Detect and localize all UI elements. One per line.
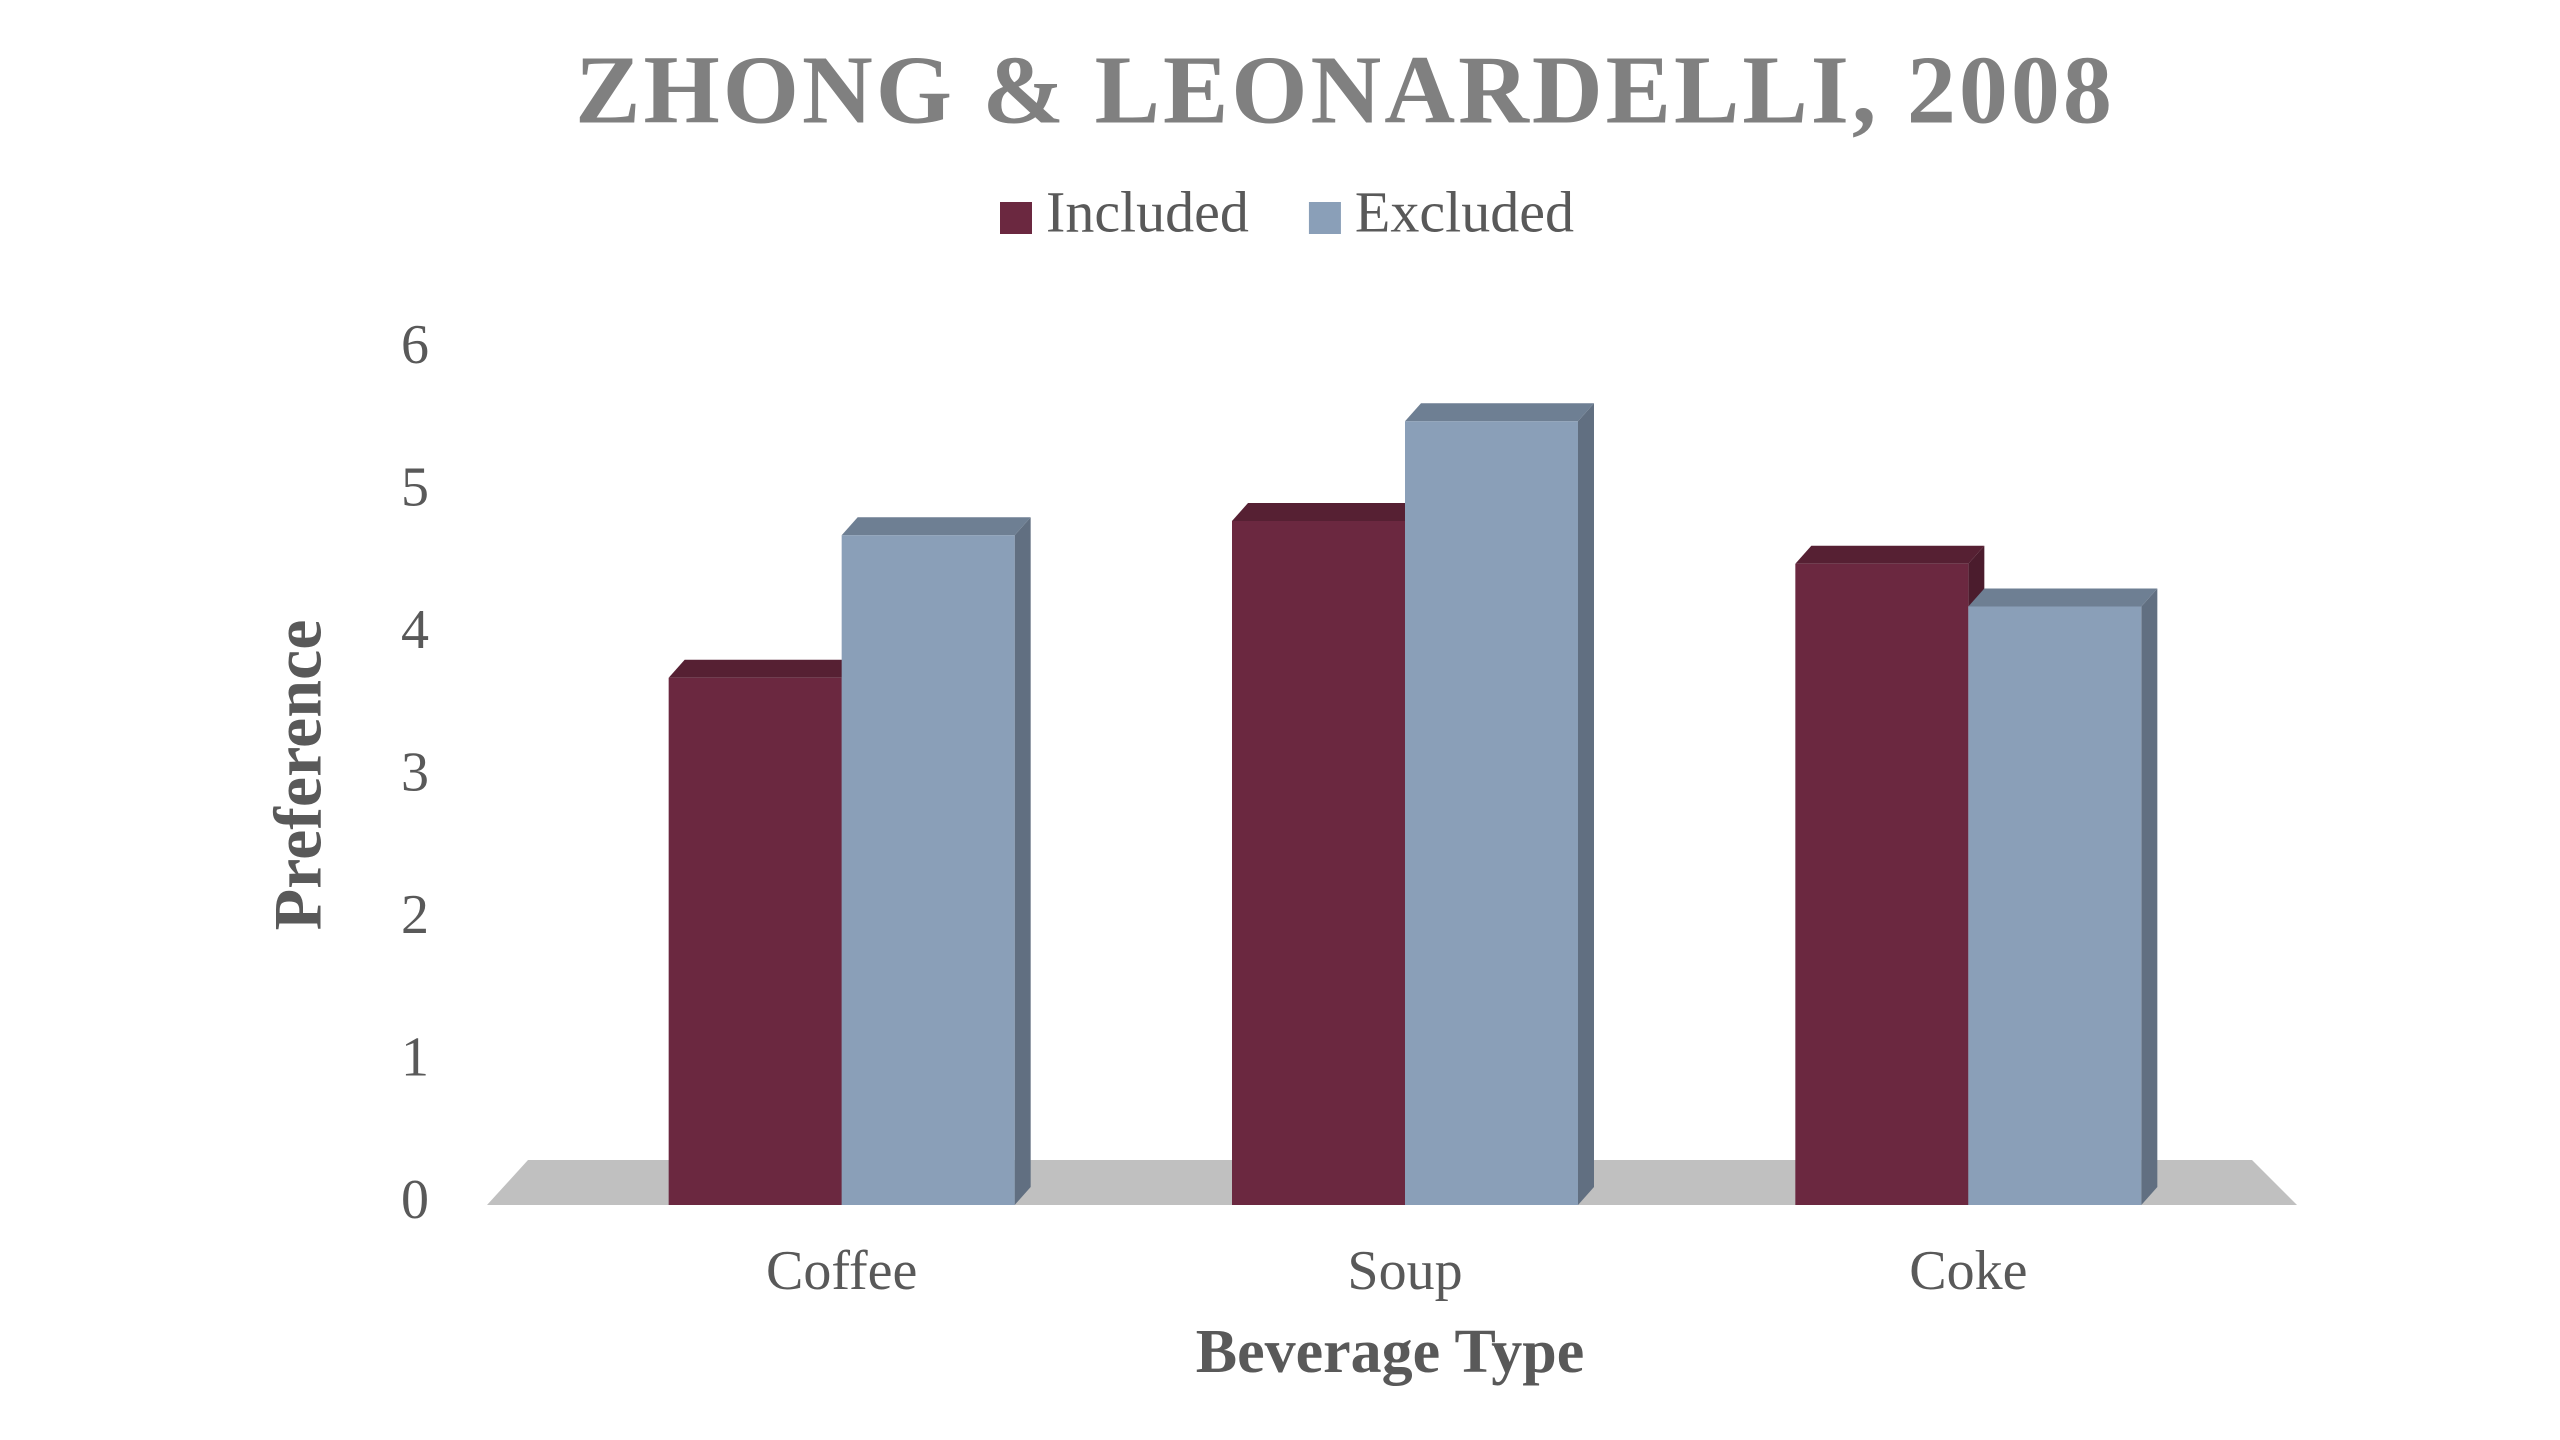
- y-tick-label: 3: [401, 741, 429, 803]
- bar-top: [1968, 588, 2158, 607]
- bar-side: [1014, 517, 1031, 1205]
- y-axis-label: Preference: [260, 620, 336, 931]
- bar: [1405, 421, 1578, 1205]
- x-tick-label: Soup: [1347, 1240, 1462, 1302]
- bar-top: [1405, 403, 1594, 422]
- bar-top: [1232, 503, 1421, 521]
- x-axis-label: Beverage Type: [1196, 1318, 1585, 1386]
- y-tick-label: 2: [401, 884, 429, 946]
- bar: [1795, 563, 1969, 1205]
- legend-swatch: [1308, 202, 1341, 234]
- y-tick-label: 6: [401, 314, 429, 376]
- bar-top: [841, 517, 1031, 536]
- bar-top: [1795, 545, 1985, 564]
- y-tick-label: 1: [401, 1026, 429, 1088]
- legend-label: Included: [1046, 179, 1249, 244]
- chart-title: ZHONG & LEONARDELLI, 2008: [575, 36, 2115, 144]
- bar: [1968, 606, 2142, 1205]
- bar-side: [2141, 588, 2158, 1205]
- bar-top: [668, 659, 858, 678]
- y-tick-label: 0: [401, 1169, 429, 1231]
- y-tick-label: 5: [401, 456, 429, 518]
- bar: [841, 535, 1015, 1205]
- legend-label: Excluded: [1355, 179, 1574, 244]
- bar-side: [1578, 403, 1594, 1205]
- bar: [1232, 521, 1405, 1205]
- y-tick-label: 4: [401, 599, 429, 661]
- x-tick-label: Coke: [1909, 1240, 2027, 1302]
- x-tick-label: Coffee: [766, 1240, 917, 1302]
- bar: [668, 677, 842, 1205]
- legend-swatch: [1000, 202, 1032, 234]
